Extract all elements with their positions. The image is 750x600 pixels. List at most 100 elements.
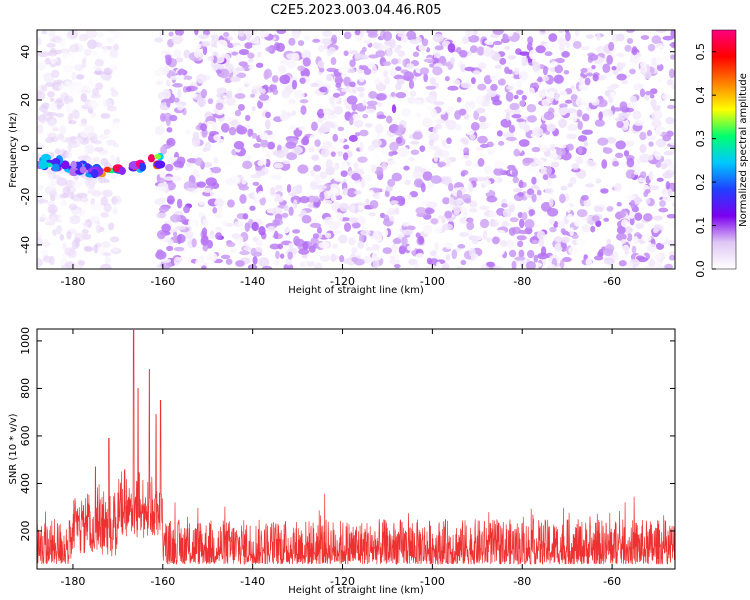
heatmap-cell — [564, 99, 573, 104]
heatmap-cell — [186, 162, 192, 167]
heatmap-cell — [621, 219, 629, 228]
heatmap-cell — [518, 139, 530, 147]
heatmap-cell — [272, 89, 279, 95]
heatmap-cell — [578, 76, 584, 86]
heatmap-cell — [506, 85, 514, 90]
heatmap-cell — [357, 68, 364, 74]
heatmap-cell — [257, 160, 264, 167]
heatmap-cell — [389, 69, 397, 77]
heatmap-cell — [76, 74, 85, 80]
heatmap-cell — [571, 163, 580, 170]
heatmap-cell — [313, 164, 322, 172]
heatmap-cell — [110, 236, 120, 243]
heatmap-cell — [188, 92, 197, 98]
heatmap-cell — [527, 36, 534, 45]
heatmap-cell — [639, 88, 646, 98]
heatmap-cell — [606, 206, 614, 212]
heatmap-cell — [419, 145, 426, 153]
heatmap-x-tick-label: -140 — [240, 275, 265, 288]
heatmap-cell — [353, 258, 365, 266]
heatmap-cell — [609, 91, 616, 98]
heatmap-cell — [598, 248, 604, 258]
heatmap-cell — [55, 218, 62, 223]
heatmap-cell — [391, 104, 397, 114]
heatmap-cell — [500, 118, 512, 128]
heatmap-cell — [45, 82, 56, 87]
heatmap-cell — [283, 148, 289, 155]
heatmap-cell — [346, 95, 358, 105]
heatmap-cell — [567, 183, 574, 188]
heatmap-cell — [252, 256, 258, 265]
heatmap-cell — [662, 35, 674, 41]
heatmap-cell — [301, 49, 312, 60]
heatmap-cell — [478, 121, 489, 130]
heatmap-cell — [337, 150, 343, 157]
heatmap-cell — [102, 98, 113, 108]
heatmap-cell — [348, 50, 358, 55]
heatmap-cell — [57, 133, 65, 141]
snr-x-tick-label: -120 — [330, 575, 355, 588]
colorbar-tick-label: 0.3 — [694, 130, 707, 148]
heatmap-cell — [547, 263, 557, 269]
heatmap-cell — [403, 71, 415, 82]
heatmap-cell — [493, 40, 503, 46]
heatmap-cell — [291, 30, 301, 39]
heatmap-cell — [666, 213, 675, 219]
heatmap-cell — [205, 177, 217, 187]
heatmap-cell — [319, 191, 325, 202]
heatmap-cell — [554, 236, 563, 243]
heatmap-cell — [73, 64, 84, 72]
heatmap-cell — [406, 63, 415, 69]
heatmap-cell — [324, 123, 336, 129]
heatmap-cell — [297, 65, 306, 72]
heatmap-cell — [670, 83, 675, 90]
heatmap-cell — [169, 114, 178, 122]
heatmap-cell — [504, 66, 510, 74]
heatmap-cell — [272, 150, 280, 156]
heatmap-cell — [640, 171, 647, 179]
heatmap-cell — [101, 241, 111, 248]
heatmap-cell — [619, 101, 628, 111]
heatmap-cell — [277, 243, 284, 250]
heatmap-cell — [227, 36, 234, 41]
heatmap-cell — [414, 166, 422, 172]
heatmap-cell — [198, 200, 205, 206]
heatmap-cell — [165, 79, 171, 87]
heatmap-cell — [473, 30, 478, 36]
heatmap-cell — [165, 163, 174, 172]
heatmap-cell — [202, 30, 211, 36]
heatmap-cell — [211, 34, 219, 42]
heatmap-cell — [412, 169, 423, 179]
heatmap-cell — [483, 47, 495, 58]
heatmap-cell — [410, 140, 420, 145]
heatmap-cell — [249, 35, 260, 44]
heatmap-cell — [629, 68, 636, 75]
heatmap-cell — [209, 191, 215, 197]
heatmap-cell — [200, 123, 208, 132]
heatmap-x-tick-label: -80 — [513, 275, 531, 288]
heatmap-cell — [624, 44, 632, 52]
heatmap-cell — [585, 176, 597, 184]
heatmap-cell — [511, 260, 517, 269]
heatmap-cell — [497, 140, 505, 146]
heatmap-cell — [496, 130, 503, 137]
colorbar-gradient — [711, 29, 737, 270]
heatmap-cell — [38, 199, 49, 204]
heatmap-cell — [402, 221, 410, 227]
heatmap-cell — [79, 122, 88, 127]
heatmap-cell — [661, 93, 670, 101]
heatmap-cell — [187, 218, 199, 228]
heatmap-cell — [576, 109, 583, 118]
heatmap-cell — [646, 129, 652, 137]
heatmap-cell — [270, 186, 276, 196]
heatmap-cell — [333, 105, 344, 115]
heatmap-cell — [275, 250, 280, 260]
heatmap-cell — [201, 88, 208, 98]
heatmap-cell — [374, 194, 381, 200]
heatmap-cell — [495, 70, 503, 80]
heatmap-cell — [376, 114, 387, 119]
heatmap-cell — [293, 89, 305, 100]
heatmap-cell — [348, 237, 356, 246]
heatmap-cell — [397, 182, 403, 188]
heatmap-cell — [484, 39, 495, 45]
